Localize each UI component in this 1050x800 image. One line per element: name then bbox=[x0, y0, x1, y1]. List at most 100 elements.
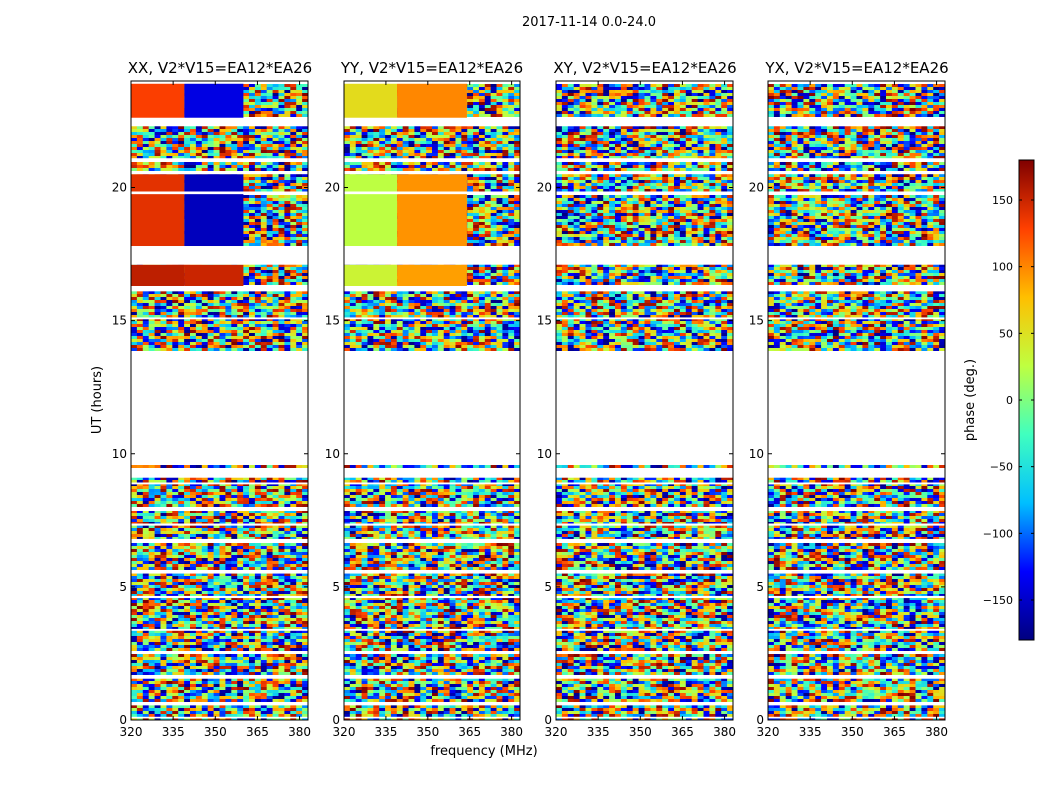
phase-cell-xx bbox=[166, 612, 173, 615]
phase-cell-xx bbox=[207, 684, 214, 687]
phase-cell-xx bbox=[290, 237, 297, 240]
phase-cell-xx bbox=[201, 528, 208, 531]
phase-cell-xx bbox=[184, 339, 191, 342]
phase-cell-xx bbox=[160, 291, 167, 294]
phase-cell-xx bbox=[207, 138, 214, 141]
phase-cell-xx bbox=[237, 483, 244, 486]
phase-cell-xx bbox=[284, 465, 291, 468]
phase-cell-xx bbox=[254, 696, 262, 699]
phase-cell-xx bbox=[207, 561, 214, 564]
phase-cell-xx bbox=[225, 672, 232, 675]
phase-cell-xx bbox=[160, 168, 167, 171]
phase-cell-xx bbox=[249, 597, 256, 600]
phase-cell-xx bbox=[290, 126, 297, 129]
phase-cell-xx bbox=[142, 663, 149, 666]
data-gap-xx bbox=[131, 286, 308, 292]
phase-cell-xx bbox=[302, 516, 309, 519]
phase-cell-xx bbox=[172, 126, 179, 129]
phase-cell-xx bbox=[272, 561, 279, 564]
phase-cell-xx bbox=[296, 342, 303, 345]
phase-cell-xx bbox=[231, 315, 238, 318]
phase-cell-xx bbox=[266, 207, 273, 210]
phase-cell-xx bbox=[148, 522, 155, 525]
phase-cell-xx bbox=[231, 573, 238, 576]
phase-cell-xx bbox=[272, 243, 279, 246]
phase-cell-xx bbox=[296, 180, 303, 183]
phase-cell-yy bbox=[508, 111, 515, 114]
phase-segment-xx bbox=[184, 83, 244, 119]
phase-cell-xx bbox=[154, 672, 161, 675]
phase-cell-xx bbox=[190, 708, 197, 711]
phase-cell-yy bbox=[478, 108, 486, 111]
phase-cell-xx bbox=[195, 168, 203, 171]
phase-cell-xx bbox=[237, 711, 244, 714]
phase-cell-xx bbox=[231, 585, 238, 588]
phase-cell-xx bbox=[136, 156, 144, 159]
phase-cell-xx bbox=[213, 558, 220, 561]
phase-cell-xx bbox=[160, 165, 167, 168]
phase-cell-xx bbox=[190, 552, 197, 555]
phase-cell-xx bbox=[213, 693, 220, 696]
phase-cell-xx bbox=[131, 315, 138, 318]
phase-cell-xx bbox=[201, 693, 208, 696]
phase-cell-xx bbox=[166, 528, 173, 531]
phase-cell-xx bbox=[266, 84, 273, 87]
phase-cell-xx bbox=[290, 264, 297, 267]
phase-cell-xx bbox=[249, 561, 256, 564]
phase-cell-yy bbox=[484, 111, 491, 114]
phase-cell-xx bbox=[190, 534, 197, 537]
phase-cell-xx bbox=[266, 546, 273, 549]
phase-cell-xx bbox=[243, 612, 250, 615]
phase-cell-xx bbox=[207, 150, 214, 153]
phase-cell-xx bbox=[254, 333, 262, 336]
phase-cell-xx bbox=[278, 522, 285, 525]
phase-cell-xx bbox=[195, 339, 203, 342]
phase-cell-xx bbox=[296, 318, 303, 321]
phase-cell-xx bbox=[249, 663, 256, 666]
phase-cell-xx bbox=[219, 477, 226, 480]
phase-cell-xx bbox=[219, 696, 226, 699]
phase-cell-xx bbox=[166, 297, 173, 300]
phase-cell-xx bbox=[278, 189, 285, 192]
phase-cell-xx bbox=[142, 156, 149, 159]
phase-cell-xx bbox=[284, 705, 291, 708]
phase-cell-xx bbox=[213, 531, 220, 534]
phase-cell-xx bbox=[296, 276, 303, 279]
phase-cell-xx bbox=[148, 567, 155, 570]
phase-cell-xx bbox=[166, 663, 173, 666]
phase-cell-yy bbox=[502, 105, 509, 108]
phase-cell-xx bbox=[201, 516, 208, 519]
phase-cell-xx bbox=[190, 591, 197, 594]
phase-cell-xx bbox=[207, 558, 214, 561]
phase-cell-xx bbox=[266, 267, 273, 270]
phase-cell-xx bbox=[142, 567, 149, 570]
phase-cell-xx bbox=[136, 525, 144, 528]
phase-cell-xx bbox=[160, 309, 167, 312]
phase-cell-xx bbox=[260, 276, 267, 279]
phase-cell-xx bbox=[296, 309, 303, 312]
phase-cell-xx bbox=[243, 291, 250, 294]
phase-cell-xx bbox=[201, 525, 208, 528]
phase-cell-xx bbox=[148, 579, 155, 582]
phase-cell-xx bbox=[302, 135, 309, 138]
phase-cell-xx bbox=[172, 582, 179, 585]
phase-cell-xx bbox=[302, 114, 309, 117]
phase-cell-xx bbox=[302, 678, 309, 681]
phase-cell-xx bbox=[266, 489, 273, 492]
phase-cell-xx bbox=[195, 714, 203, 717]
phase-cell-xx bbox=[278, 561, 285, 564]
phase-cell-xx bbox=[178, 168, 185, 171]
phase-cell-xx bbox=[184, 708, 191, 711]
phase-cell-xx bbox=[195, 531, 203, 534]
phase-cell-xx bbox=[225, 681, 232, 684]
phase-cell-xx bbox=[278, 324, 285, 327]
phase-cell-xx bbox=[278, 519, 285, 522]
phase-cell-xx bbox=[178, 588, 185, 591]
phase-cell-xx bbox=[266, 129, 273, 132]
phase-cell-xx bbox=[225, 330, 232, 333]
phase-cell-xx bbox=[237, 336, 244, 339]
phase-cell-xx bbox=[195, 564, 203, 567]
phase-cell-xx bbox=[201, 297, 208, 300]
phase-cell-xx bbox=[225, 537, 232, 540]
phase-cell-xx bbox=[231, 150, 238, 153]
